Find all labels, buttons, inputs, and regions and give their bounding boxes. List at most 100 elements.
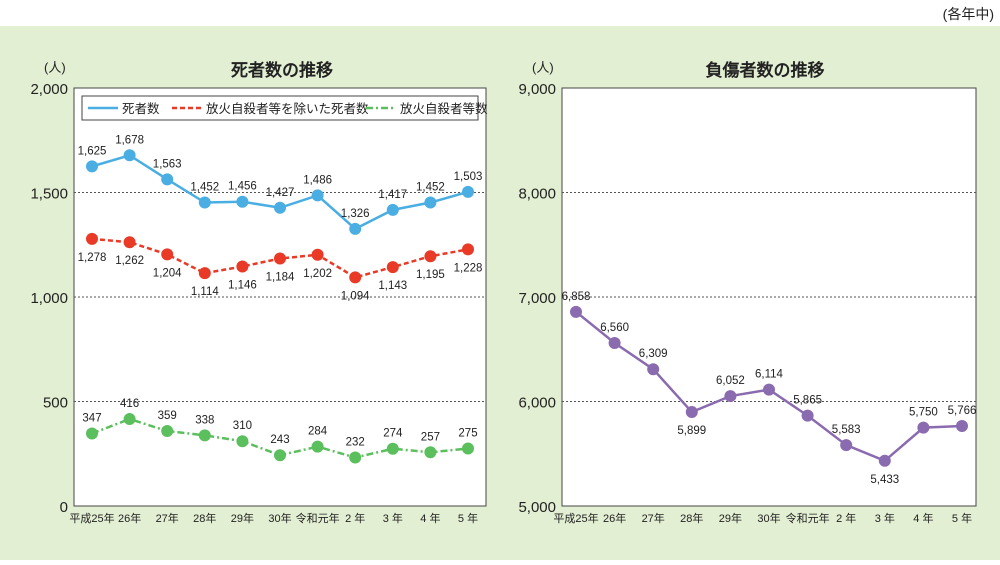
- x-tick-label: 30年: [268, 511, 291, 525]
- data-label: 1,184: [266, 272, 295, 284]
- data-point: [386, 261, 399, 274]
- injuries-line-chart: 負傷者数の推移 (人) 5,000 6,000 7,000 8,000 9,000 平成25年…: [518, 60, 977, 525]
- x-tick-label: 26年: [118, 511, 141, 525]
- y-tick-label: 6,000: [518, 395, 556, 412]
- data-point: [123, 149, 136, 162]
- data-point: [123, 413, 136, 426]
- y-tick-label: 5,000: [518, 499, 556, 516]
- data-point: [462, 243, 474, 256]
- data-point: [386, 203, 399, 216]
- y-tick-label: 1,500: [30, 186, 68, 203]
- data-label: 310: [233, 420, 252, 432]
- x-tick-label: 26年: [603, 511, 626, 525]
- data-point: [123, 236, 136, 249]
- data-point: [311, 189, 324, 202]
- y-tick-label: 2,000: [30, 81, 68, 98]
- data-point: [724, 390, 737, 403]
- data-point: [956, 419, 968, 432]
- x-tick-label: 30年: [757, 511, 780, 525]
- data-point: [161, 248, 174, 261]
- data-label: 347: [82, 412, 101, 424]
- data-label: 1,143: [378, 280, 407, 292]
- deaths-line-chart: 死者数の推移 (人) 0 500 1,000 1,500 2,000 平成25年 26年 27年 2…: [30, 60, 488, 525]
- x-tick-label: 令和元年: [786, 511, 830, 525]
- data-label: 1,202: [303, 268, 332, 280]
- data-point: [311, 248, 324, 261]
- data-label: 1,204: [153, 267, 182, 279]
- data-label: 5,433: [870, 474, 899, 486]
- x-tick-label: 3 年: [875, 511, 895, 525]
- legend-label: 放火自殺者等数: [400, 101, 488, 116]
- data-label: 1,486: [303, 174, 332, 186]
- x-tick-label: 29年: [231, 511, 254, 525]
- data-point: [462, 185, 474, 198]
- x-tick-label: 27年: [642, 511, 665, 525]
- data-point: [685, 406, 698, 419]
- x-tick-label: 平成25年: [69, 511, 114, 525]
- legend-box: [81, 95, 479, 121]
- data-point: [274, 252, 286, 265]
- x-tick-label: 4 年: [420, 511, 440, 525]
- x-tick-label: 2 年: [345, 511, 365, 525]
- data-point: [198, 429, 211, 442]
- data-label: 6,309: [639, 348, 668, 360]
- data-label: 6,114: [755, 369, 784, 381]
- legend-label: 放火自殺者等を除いた死者数: [206, 101, 369, 116]
- y-unit-label: (人): [532, 60, 554, 75]
- x-tick-label: 28年: [680, 511, 703, 525]
- data-label: 338: [195, 414, 214, 426]
- data-point: [462, 442, 474, 455]
- data-point: [161, 173, 174, 186]
- data-label: 1,326: [341, 208, 370, 220]
- data-label: 6,858: [562, 291, 591, 303]
- data-label: 1,195: [416, 269, 445, 281]
- data-label: 1,456: [228, 181, 257, 193]
- data-label: 257: [421, 431, 440, 443]
- x-tick-label: 5 年: [952, 511, 972, 525]
- data-point: [198, 267, 211, 280]
- data-label: 1,262: [115, 255, 144, 267]
- data-point: [917, 421, 930, 434]
- x-tick-label: 29年: [719, 511, 742, 525]
- data-label: 5,865: [793, 395, 822, 407]
- plot-area: [561, 87, 977, 507]
- data-label: 1,114: [191, 286, 220, 298]
- data-point: [86, 232, 98, 245]
- legend-label: 死者数: [122, 101, 160, 116]
- data-point: [801, 409, 814, 422]
- data-point: [86, 160, 98, 173]
- data-label: 1,094: [341, 290, 370, 302]
- data-point: [647, 363, 660, 376]
- data-label: 5,766: [948, 405, 977, 417]
- data-label: 1,228: [454, 262, 483, 274]
- x-tick-label: 27年: [156, 511, 179, 525]
- injuries-chart-panel: 負傷者数の推移 (人) 5,000 6,000 7,000 8,000 9,000 平成25年…: [500, 26, 1000, 560]
- data-point: [198, 196, 211, 209]
- x-tick-label: 令和元年: [296, 511, 340, 525]
- data-point: [349, 451, 362, 464]
- data-point: [608, 336, 621, 349]
- data-point: [878, 454, 891, 467]
- data-point: [311, 440, 324, 453]
- data-point: [570, 305, 582, 318]
- chart-title: 死者数の推移: [231, 60, 333, 80]
- data-point: [274, 201, 286, 214]
- data-label: 1,503: [454, 171, 483, 183]
- x-tick-label: 3 年: [383, 511, 403, 525]
- y-tick-label: 7,000: [518, 290, 556, 307]
- data-label: 1,625: [78, 145, 107, 157]
- data-label: 232: [346, 437, 365, 449]
- data-label: 243: [270, 434, 289, 446]
- data-label: 6,560: [600, 322, 629, 334]
- data-label: 1,146: [228, 279, 257, 291]
- x-tick-label: 5 年: [458, 511, 478, 525]
- data-label: 1,452: [190, 182, 219, 194]
- chart-title: 負傷者数の推移: [706, 60, 825, 80]
- y-unit-label: (人): [44, 60, 66, 75]
- data-label: 5,583: [832, 424, 861, 436]
- x-tick-label: 4 年: [913, 511, 933, 525]
- y-tick-label: 8,000: [518, 186, 556, 203]
- data-point: [424, 250, 437, 263]
- data-point: [840, 439, 853, 452]
- data-point: [424, 196, 437, 209]
